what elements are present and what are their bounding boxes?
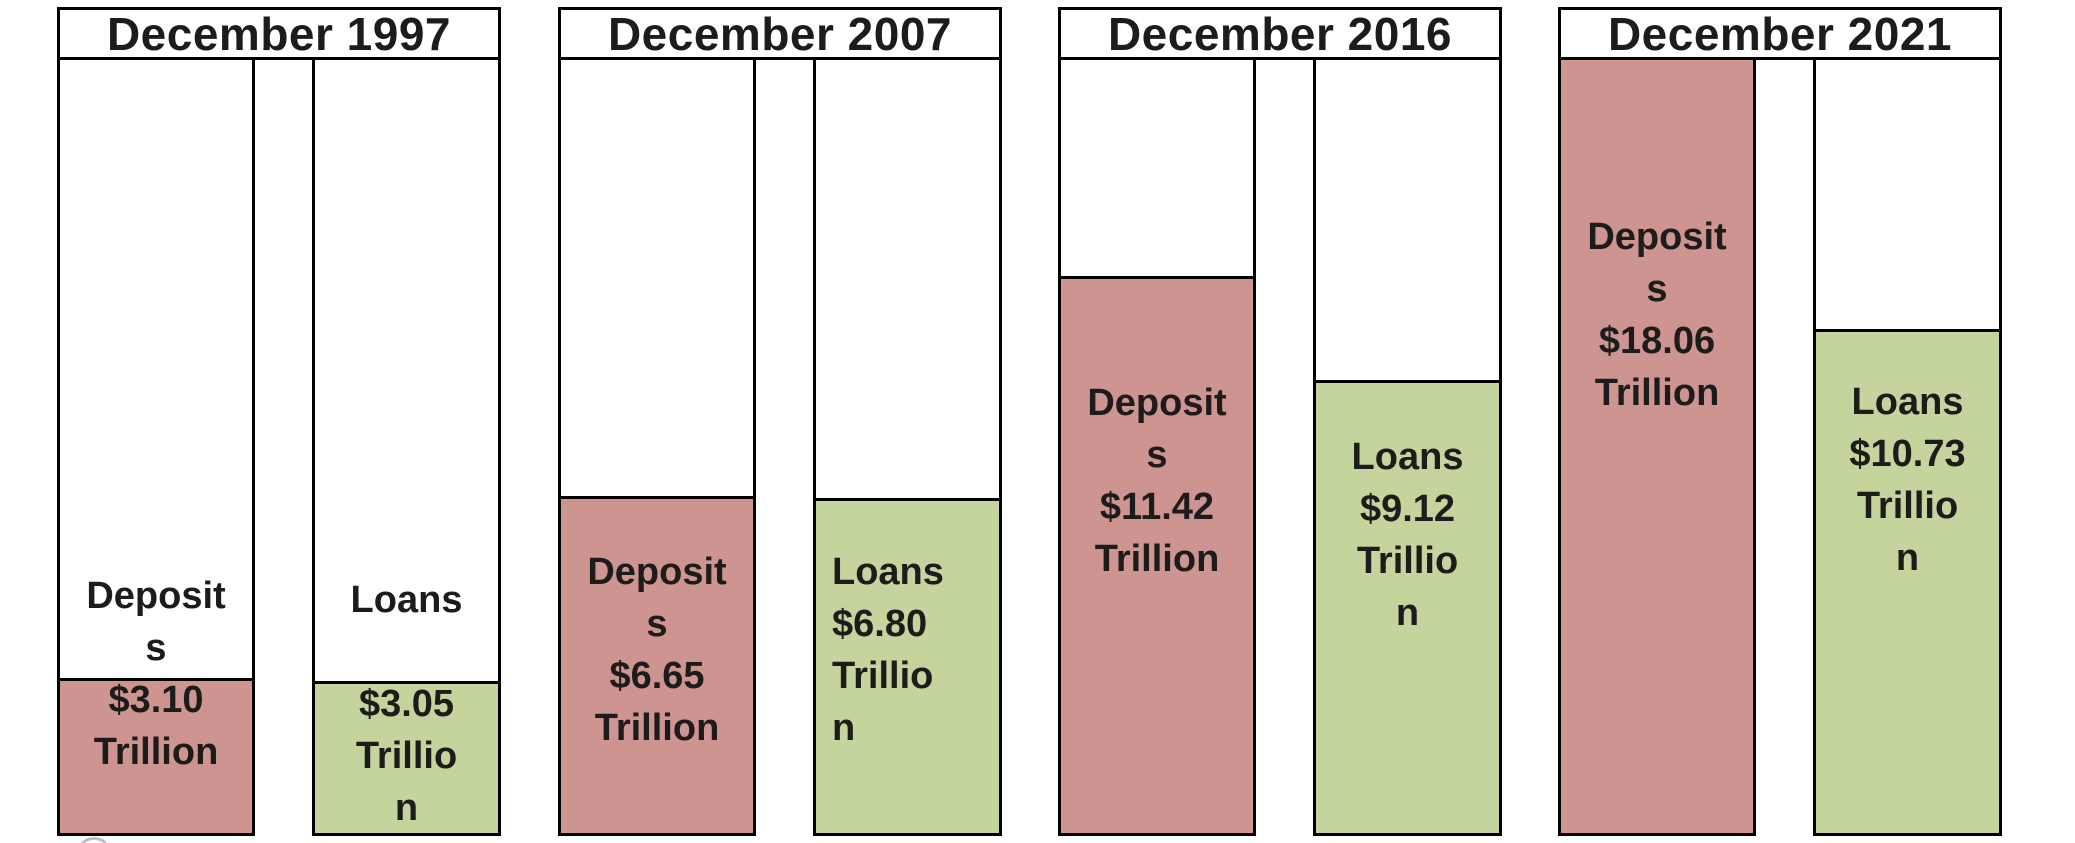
panel-title: December 2007 bbox=[558, 7, 1002, 60]
deposits-bar bbox=[1561, 57, 1753, 833]
deposits-label: Deposit s $18.06 Trillion bbox=[1587, 216, 1727, 414]
panel-december-2021: December 2021 Deposit s $18.06 Trillion … bbox=[1558, 0, 2002, 843]
loans-label: Loans $9.12 Trillio n bbox=[1351, 436, 1464, 634]
deposits-bar bbox=[60, 678, 252, 833]
deposits-column: Deposit s $6.65 Trillion bbox=[558, 60, 756, 836]
panel-title: December 2016 bbox=[1058, 7, 1502, 60]
loans-bar bbox=[1316, 380, 1499, 833]
loans-column: Loans $10.73 Trillio n bbox=[1813, 60, 2002, 836]
panel-title-text: December 1997 bbox=[106, 7, 452, 60]
loans-column: Loans $9.12 Trillio n bbox=[1313, 60, 1502, 836]
deposits-label: Deposit s $3.10 Trillion bbox=[86, 575, 226, 773]
deposits-bar bbox=[561, 496, 753, 833]
loans-column: Loans $3.05 Trillio n bbox=[312, 60, 501, 836]
deposits-column: Deposit s $11.42 Trillion bbox=[1058, 60, 1256, 836]
panel-title: December 2021 bbox=[1558, 7, 2002, 60]
panel-december-2007: December 2007 Deposit s $6.65 Trillion L… bbox=[558, 0, 1002, 843]
loans-label: Loans $3.05 Trillio n bbox=[350, 579, 463, 829]
panel-title-text: December 2016 bbox=[1107, 7, 1453, 60]
panel-december-2016: December 2016 Deposit s $11.42 Trillion … bbox=[1058, 0, 1502, 843]
loans-bar bbox=[315, 681, 498, 833]
loans-bar bbox=[816, 498, 999, 833]
loans-bar bbox=[1816, 329, 1999, 833]
loans-column: Loans $6.80 Trillio n bbox=[813, 60, 1002, 836]
deposits-column: Deposit s $18.06 Trillion bbox=[1558, 57, 1756, 836]
deposits-label: Deposit s $11.42 Trillion bbox=[1087, 382, 1227, 580]
deposits-bar bbox=[1061, 276, 1253, 833]
panel-title-text: December 2021 bbox=[1607, 7, 1953, 60]
loans-label: Loans $10.73 Trillio n bbox=[1849, 381, 1966, 579]
panel-december-1997: December 1997 Deposit s $3.10 Trillion L… bbox=[57, 0, 501, 843]
loans-label: Loans $6.80 Trillio n bbox=[832, 551, 944, 749]
panel-title-text: December 2007 bbox=[607, 7, 953, 60]
deposits-label: Deposit s $6.65 Trillion bbox=[587, 551, 727, 749]
deposits-column: Deposit s $3.10 Trillion bbox=[57, 60, 255, 836]
panel-title: December 1997 bbox=[57, 7, 501, 60]
